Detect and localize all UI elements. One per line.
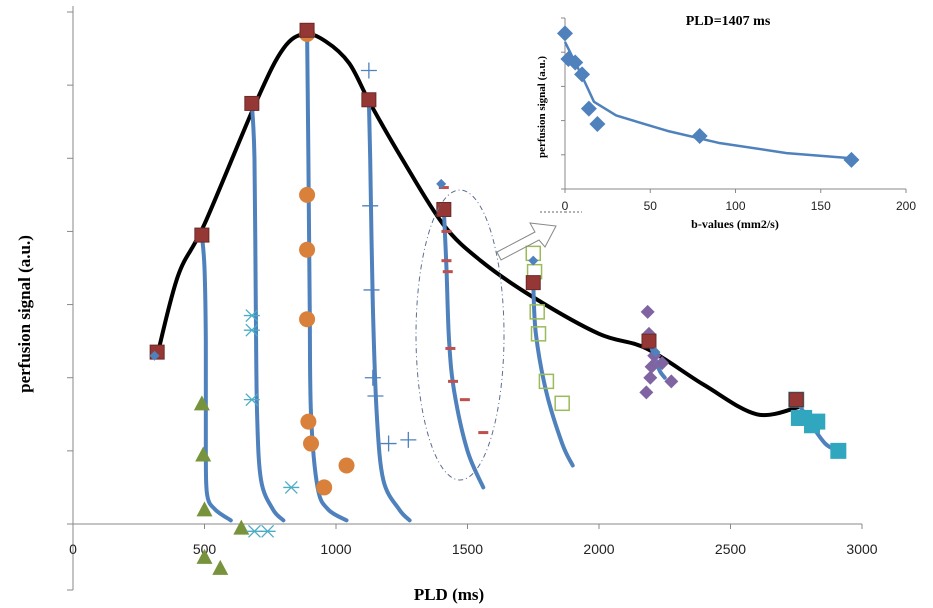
triangle-marker	[193, 395, 210, 411]
inset-x-axis-title: b-values (mm2/s)	[691, 217, 779, 231]
x-tick-label: 2500	[715, 541, 746, 557]
decay-curve	[305, 28, 349, 523]
main-markers	[149, 22, 847, 575]
diamond-marker	[664, 374, 679, 389]
star-marker	[243, 309, 260, 323]
dash-marker	[445, 346, 456, 350]
square-marker	[194, 227, 210, 243]
plus-marker	[364, 369, 381, 386]
inset-diamond-marker	[691, 127, 708, 144]
plus-marker	[400, 431, 417, 448]
diamond-marker	[640, 304, 655, 319]
x-tick-label: 3000	[846, 541, 877, 557]
small-diamond-marker	[149, 350, 160, 361]
circle-marker	[316, 479, 333, 496]
decay-curve	[441, 207, 486, 490]
circle-marker	[338, 457, 355, 474]
open-square-marker	[530, 326, 547, 342]
square-marker	[361, 92, 377, 108]
open-square-marker	[554, 395, 570, 412]
inset-diamond-marker	[557, 25, 573, 42]
inset-title: PLD=1407 ms	[686, 14, 771, 29]
decay-curve	[199, 233, 233, 523]
circle-marker	[299, 241, 316, 258]
x-tick-label: 500	[193, 541, 217, 557]
square-marker	[788, 392, 804, 408]
square-marker	[244, 95, 260, 111]
inset-diamond-marker	[567, 54, 584, 71]
dash-marker	[441, 259, 452, 263]
triangle-marker	[233, 519, 250, 535]
inset-x-tick-label: 0	[562, 199, 569, 213]
star-marker	[243, 323, 260, 337]
plus-marker	[367, 388, 384, 404]
inset-diamond-marker	[843, 151, 860, 168]
small-diamond-marker	[436, 178, 447, 189]
inset-chart: 0 50 100 150 200	[557, 17, 916, 213]
square-marker	[299, 22, 315, 38]
teal-square-marker	[809, 413, 826, 430]
diamond-marker	[655, 356, 670, 371]
triangle-marker	[212, 559, 229, 575]
circle-marker	[300, 413, 317, 430]
circle-marker	[299, 186, 316, 203]
inset-x-tick-label: 200	[896, 199, 916, 213]
x-tick-label: 1500	[452, 541, 483, 557]
inset-y-axis-title: perfusion signal (a.u.)	[536, 56, 548, 158]
triangle-marker	[196, 548, 213, 564]
callout	[415, 189, 582, 481]
star-marker	[259, 524, 276, 538]
triangle-marker	[196, 501, 213, 517]
teal-square-marker	[830, 442, 847, 459]
inset-x-tick-label: 150	[811, 199, 831, 213]
highlight-ellipse	[415, 189, 505, 481]
inset-fit-line	[563, 41, 852, 160]
x-tick-label: 2000	[583, 541, 614, 557]
inset-diamond-marker	[589, 116, 606, 133]
open-square-marker	[529, 304, 545, 320]
dash-marker	[448, 379, 459, 383]
dash-marker	[478, 431, 489, 435]
x-tick-label: 0	[69, 541, 77, 557]
square-marker	[525, 275, 541, 291]
square-marker	[641, 333, 657, 349]
dash-marker	[438, 186, 449, 190]
dash-marker	[441, 229, 452, 233]
small-diamond-marker	[650, 347, 661, 358]
triangle-marker	[195, 446, 212, 462]
diamond-marker	[644, 359, 659, 374]
star-marker	[283, 480, 300, 494]
plus-marker	[360, 62, 377, 79]
decay-curve	[531, 280, 575, 468]
main-axes: 050010001500200025003000	[67, 6, 878, 591]
circle-marker	[299, 311, 316, 328]
x-axis-title: PLD (ms)	[414, 585, 484, 604]
callout-arrow	[496, 222, 557, 261]
inset-diamond-marker	[574, 66, 591, 83]
diamond-marker	[643, 370, 658, 385]
small-diamond-marker	[528, 255, 539, 266]
dash-marker	[442, 270, 453, 274]
decay-curve	[249, 101, 286, 523]
diamond-marker	[639, 385, 654, 400]
square-marker	[436, 201, 452, 217]
inset-x-tick-label: 50	[644, 199, 658, 213]
plus-marker	[363, 281, 380, 298]
star-marker	[243, 393, 260, 407]
y-axis-title: perfusion signal (a.u.)	[15, 235, 34, 393]
inset-x-tick-label: 100	[725, 199, 745, 213]
plus-marker	[380, 435, 397, 452]
dash-marker	[459, 398, 470, 402]
x-tick-label: 1000	[320, 541, 351, 557]
inset-diamond-marker	[580, 100, 597, 117]
open-square-marker	[538, 373, 555, 390]
circle-marker	[303, 435, 320, 452]
plus-marker	[362, 197, 379, 214]
